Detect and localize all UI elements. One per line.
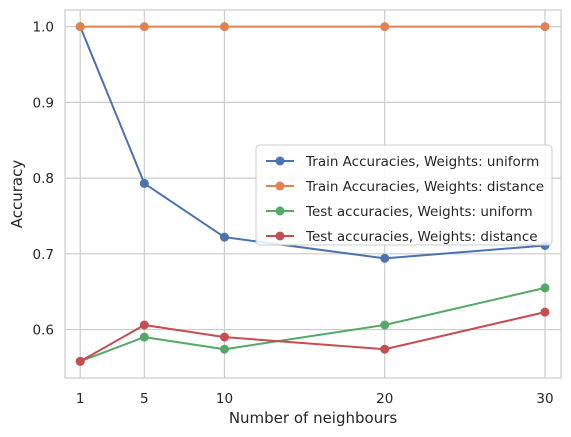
legend-item: Test accuracies, Weights: uniform [266,204,533,220]
x-axis-label: Number of neighbours [229,409,398,427]
data-point [139,320,149,330]
y-tick-label: 0.9 [33,95,54,111]
data-point [139,178,149,188]
y-tick-label: 0.7 [33,247,54,263]
data-point [219,332,229,342]
y-tick-label: 0.8 [33,171,54,187]
legend-label: Train Accuracies, Weights: uniform [305,154,539,170]
data-point [380,22,390,32]
legend-item: Train Accuracies, Weights: distance [266,179,544,195]
tick-labels: 1 5 10 20 30 0.6 0.7 0.8 0.9 1.0 [33,20,554,407]
data-point [380,320,390,330]
data-point [540,22,550,32]
data-point [139,22,149,32]
data-point [219,344,229,354]
data-point [219,232,229,242]
series-2 [75,283,550,366]
data-point [219,22,229,32]
data-point [139,332,149,342]
data-point [75,22,85,32]
x-tick-label: 10 [216,391,233,407]
legend-marker [275,156,285,166]
legend-label: Test accuracies, Weights: distance [305,229,538,245]
legend-marker [275,181,285,191]
data-point [75,356,85,366]
y-tick-label: 0.6 [33,323,54,339]
x-tick-label: 1 [76,391,85,407]
legend-label: Test accuracies, Weights: uniform [305,204,533,220]
x-tick-label: 5 [140,391,149,407]
data-point [540,307,550,317]
data-point [380,344,390,354]
legend-label: Train Accuracies, Weights: distance [305,179,544,195]
legend-frame [255,144,553,246]
series-1 [75,22,550,32]
legend-item: Train Accuracies, Weights: uniform [266,154,539,170]
y-axis-label: Accuracy [8,160,26,229]
legend-marker [275,231,285,241]
legend-item: Test accuracies, Weights: distance [266,229,538,245]
data-point [380,253,390,263]
legend: Train Accuracies, Weights: uniform Train … [255,144,553,246]
x-tick-label: 20 [376,391,393,407]
x-tick-label: 30 [536,391,553,407]
series-3 [75,307,550,366]
legend-marker [275,206,285,216]
data-point [540,283,550,293]
y-tick-label: 1.0 [33,20,54,36]
